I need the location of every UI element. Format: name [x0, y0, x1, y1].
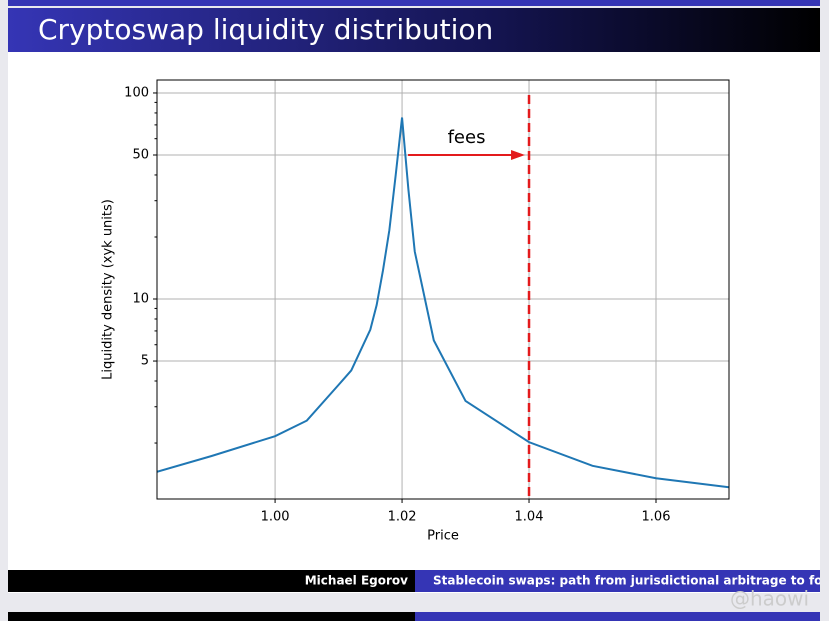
footer-clip: Stablecoin swaps: path from jurisdiction…: [433, 574, 829, 588]
x-tick-label: 1.02: [388, 510, 417, 525]
slide-body: [8, 8, 820, 593]
next-slide-edge: [8, 612, 415, 621]
y-axis-label: Liquidity density (xyk units): [101, 199, 116, 380]
fee-arrow-head: [511, 150, 526, 160]
x-tick-label: 1.06: [642, 510, 671, 525]
slide-title: Cryptoswap liquidity distribution: [38, 13, 493, 46]
data-line: [157, 117, 729, 489]
fee-label: fees: [448, 127, 486, 148]
y-tick-label: 10: [132, 292, 149, 307]
watermark: @haowi: [730, 587, 809, 611]
y-tick-label: 50: [132, 147, 149, 162]
header-bar: [8, 8, 820, 52]
footer-author: Michael Egorov: [305, 574, 408, 588]
footer-left: [8, 570, 415, 592]
y-tick-label: 5: [141, 354, 149, 369]
next-slide-edge: [415, 612, 820, 621]
axes-frame: [156, 79, 730, 500]
x-tick-label: 1.04: [515, 510, 544, 525]
x-tick-label: 1.00: [261, 510, 290, 525]
plot-area: [157, 117, 729, 489]
footer-right: [415, 570, 820, 592]
plot: 1.00 1.02 1.04 1.06 5 10 50 100 Price Liquidity d…: [101, 79, 730, 544]
footer-talk: Stablecoin swaps: path from jurisdiction…: [433, 574, 829, 588]
prev-slide-edge: [8, 0, 820, 6]
x-axis-label: Price: [427, 529, 459, 544]
y-tick-label: 100: [124, 85, 149, 100]
